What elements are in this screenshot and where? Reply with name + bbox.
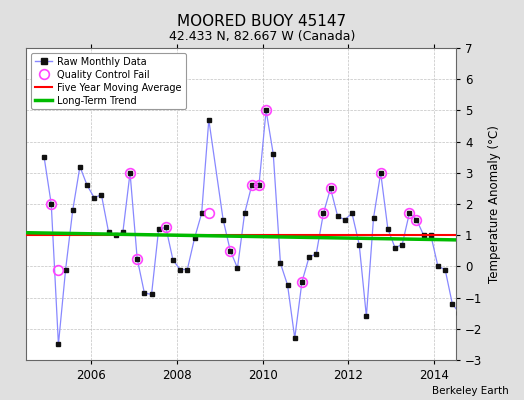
Text: MOORED BUOY 45147: MOORED BUOY 45147 [178, 14, 346, 29]
Y-axis label: Temperature Anomaly (°C): Temperature Anomaly (°C) [488, 125, 501, 283]
Text: 42.433 N, 82.667 W (Canada): 42.433 N, 82.667 W (Canada) [169, 30, 355, 43]
Text: Berkeley Earth: Berkeley Earth [432, 386, 508, 396]
Legend: Raw Monthly Data, Quality Control Fail, Five Year Moving Average, Long-Term Tren: Raw Monthly Data, Quality Control Fail, … [31, 53, 185, 109]
